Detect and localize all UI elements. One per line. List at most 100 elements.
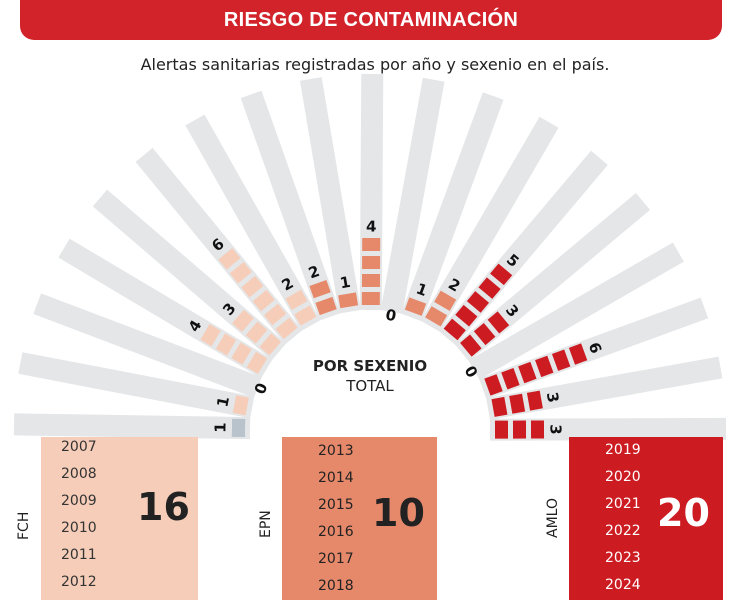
sexenio-box-epn: 2013 2014 2015 2016 2017 2018 10 [282, 437, 437, 600]
bar-segment-2010 [259, 333, 282, 356]
bar-value-label-2024: 3 [546, 424, 564, 434]
bar-track-2008 [33, 293, 262, 398]
sexenio-label-epn: EPN [258, 510, 274, 538]
bar-track-2013 [240, 90, 341, 321]
center-title: POR SEXENIO [312, 357, 428, 375]
sexenio-total: 16 [137, 485, 190, 529]
bar-value-label-2015: 4 [366, 217, 377, 235]
bar-track-2021 [468, 242, 684, 380]
bar-segment-2009 [215, 333, 237, 356]
bar-value-label-2014: 1 [338, 273, 351, 292]
bar-segment-2007 [232, 395, 249, 416]
bar-segment-2020 [460, 334, 482, 357]
year-label: 2011 [61, 547, 97, 563]
bar-segment-2022 [518, 361, 537, 384]
year-label: 2012 [61, 574, 97, 590]
bar-segment-2015 [362, 255, 381, 270]
year-label: 2021 [605, 496, 641, 512]
bar-segment-2015 [362, 237, 381, 252]
years-list: 2013 2014 2015 2016 2017 2018 [318, 441, 354, 603]
bar-segment-2009 [200, 324, 221, 347]
year-label: 2016 [318, 524, 354, 540]
bar-track-2012 [185, 114, 321, 331]
bar-segment-2006 [231, 418, 246, 438]
center-subtitle: TOTAL [346, 377, 394, 395]
years-list: 2007 2008 2009 2010 2011 2012 [61, 437, 97, 599]
bar-segment-2019 [478, 277, 501, 299]
bar-segment-2013 [315, 296, 337, 316]
years-list: 2019 2020 2021 2022 2023 2024 [605, 440, 641, 602]
bar-segment-2022 [484, 374, 503, 396]
bar-segment-2019 [490, 263, 513, 286]
sexenio-total: 10 [372, 491, 425, 535]
bar-segment-2020 [487, 311, 510, 334]
year-label: 2023 [605, 550, 641, 566]
bar-segment-2011 [241, 275, 264, 298]
bar-segment-2011 [264, 303, 287, 326]
year-label: 2014 [318, 470, 354, 486]
year-label: 2019 [605, 442, 641, 458]
bar-segment-2015 [361, 273, 381, 288]
sexenio-total: 20 [657, 491, 710, 535]
bar-track-2017 [401, 92, 504, 322]
bar-track-2023 [486, 356, 723, 420]
sexenio-box-amlo: 2019 2020 2021 2022 2023 2024 20 [569, 437, 723, 600]
year-label: 2009 [61, 493, 97, 509]
bar-segment-2011 [218, 248, 241, 270]
year-label: 2010 [61, 520, 97, 536]
bar-segment-2010 [245, 321, 268, 344]
bar-value-label-2023: 3 [543, 391, 563, 404]
sexenio-label-fch: FCH [16, 511, 32, 540]
year-label: 2015 [318, 497, 354, 513]
bar-segment-2023 [491, 396, 508, 417]
bar-track-2018 [420, 116, 559, 332]
bar-value-label-2016: 0 [384, 306, 397, 326]
bar-track-2022 [478, 297, 709, 400]
bar-segment-2018 [434, 290, 457, 311]
bar-segment-2009 [246, 351, 268, 374]
bar-segment-2024 [512, 420, 527, 439]
bar-segment-2011 [275, 317, 298, 340]
bar-segment-2014 [338, 292, 359, 309]
sexenio-box-fch: 2007 2008 2009 2010 2011 2012 16 [41, 437, 198, 600]
year-label: 2024 [605, 577, 641, 593]
bar-segment-2012 [294, 305, 317, 326]
bar-track-2006 [13, 413, 251, 440]
year-label: 2020 [605, 469, 641, 485]
chart-subtitle: Alertas sanitarias registradas por año y… [140, 55, 610, 74]
bar-segment-2024 [494, 420, 509, 439]
bar-segment-2009 [231, 342, 252, 365]
bar-segment-2010 [232, 309, 254, 332]
bar-segment-2019 [443, 318, 466, 341]
bar-segment-2011 [252, 289, 275, 312]
bar-track-2016 [380, 77, 445, 314]
bar-segment-2011 [229, 261, 252, 284]
bar-segment-2019 [466, 291, 490, 313]
bar-track-2024 [489, 417, 727, 441]
bar-segment-2022 [568, 343, 588, 365]
bar-segment-2022 [551, 349, 571, 371]
bar-segment-2013 [309, 279, 331, 299]
bar-segment-2020 [473, 322, 496, 346]
title-banner: RIESGO DE CONTAMINACIÓN [20, 0, 722, 40]
bar-segment-2018 [425, 306, 448, 327]
bar-segment-2017 [404, 297, 427, 316]
bar-segment-2023 [526, 390, 543, 411]
year-label: 2007 [61, 439, 97, 455]
year-label: 2018 [318, 578, 354, 594]
year-label: 2008 [61, 466, 97, 482]
chart-title: RIESGO DE CONTAMINACIÓN [223, 8, 519, 31]
bar-segment-2015 [361, 291, 380, 306]
bar-value-label-2006: 1 [211, 422, 229, 433]
bar-segment-2012 [285, 289, 308, 310]
bar-segment-2019 [455, 304, 478, 327]
bar-segment-2023 [509, 393, 526, 414]
bar-segment-2024 [530, 420, 545, 439]
bar-track-2007 [18, 352, 255, 419]
bar-track-2014 [299, 77, 361, 314]
year-label: 2017 [318, 551, 354, 567]
bar-value-label-2007: 1 [213, 395, 233, 409]
bar-segment-2022 [535, 355, 554, 378]
bar-segment-2022 [501, 368, 520, 390]
